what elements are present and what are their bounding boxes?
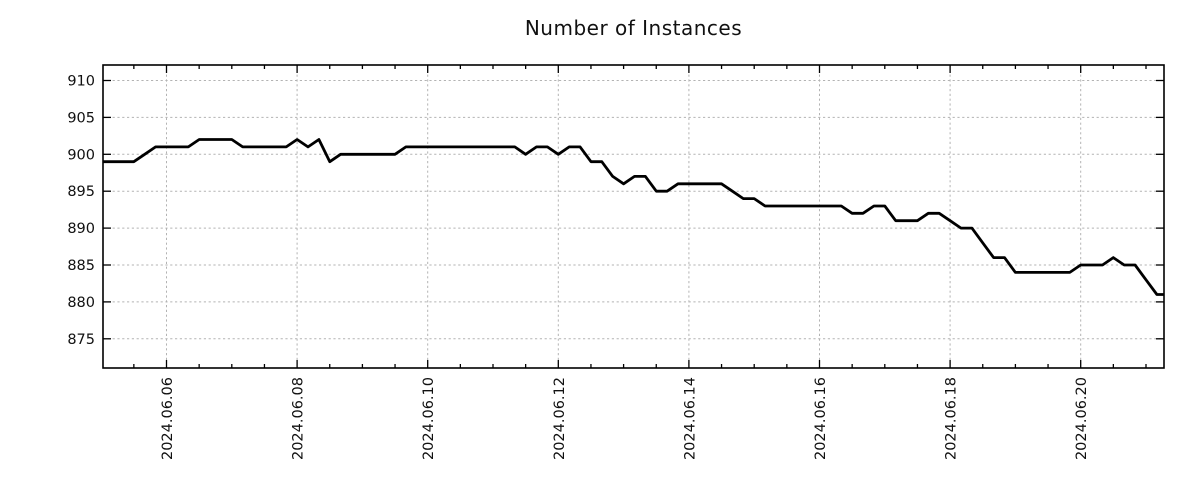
data-line — [103, 138, 1164, 296]
x-axis-label: 2024.06.06 — [160, 377, 176, 460]
x-axis-label: 2024.06.18 — [944, 377, 960, 460]
x-axis-label: 2024.06.08 — [291, 377, 307, 460]
y-axis-label: 910 — [67, 74, 95, 90]
x-axis-label: 2024.06.14 — [682, 377, 698, 460]
y-axis-label: 885 — [67, 258, 95, 274]
x-axis-label: 2024.06.16 — [813, 377, 829, 460]
y-axis-label: 880 — [67, 295, 95, 311]
x-axis-labels: 2024.06.06 2024.06.08 2024.06.10 2024.06.12… — [160, 377, 1090, 460]
y-axis-label: 890 — [67, 221, 95, 237]
x-axis-label: 2024.06.20 — [1074, 377, 1090, 460]
y-axis-label: 875 — [67, 332, 95, 348]
y-axis-labels: 875 880 885 890 895 900 905 910 — [67, 74, 95, 348]
chart-title: Number of Instances — [524, 16, 743, 40]
plot-frame — [102, 64, 1165, 369]
grid — [103, 65, 1164, 368]
x-axis-label: 2024.06.12 — [552, 377, 568, 460]
y-axis-label: 905 — [67, 110, 95, 126]
y-axis-label: 895 — [67, 184, 95, 200]
axis-ticks — [103, 65, 1164, 368]
x-axis-label: 2024.06.10 — [421, 377, 437, 460]
y-axis-label: 900 — [67, 147, 95, 163]
